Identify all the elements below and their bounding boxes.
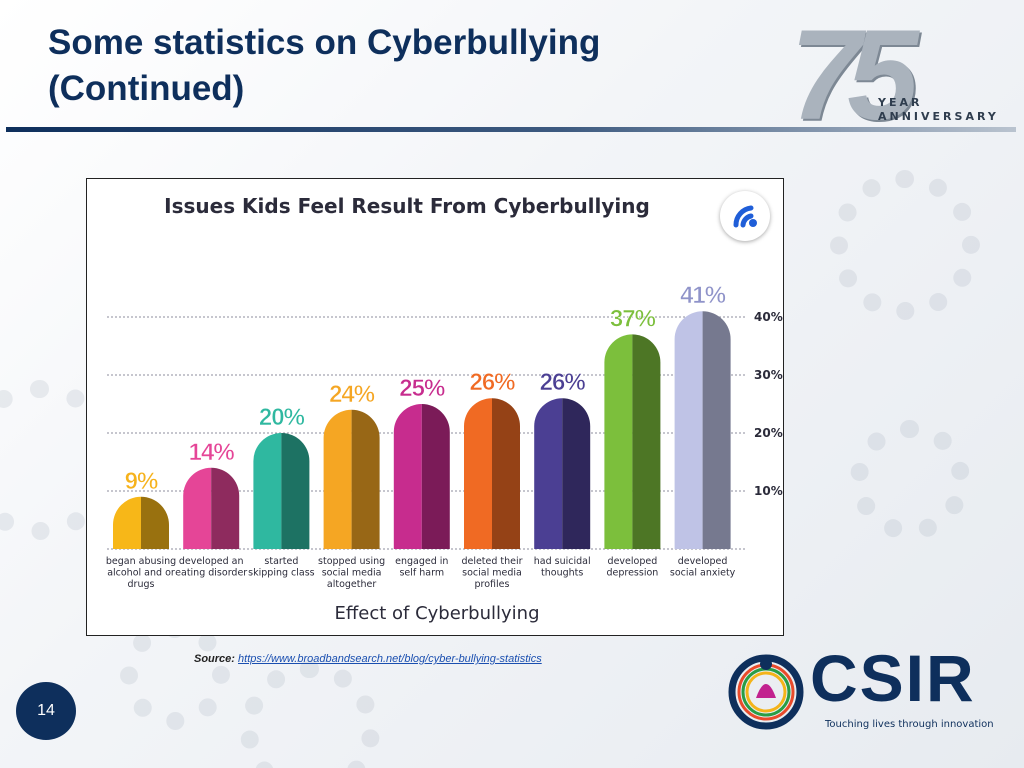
bar [464, 398, 492, 549]
csir-logo-icon [728, 654, 804, 730]
x-tick-label: drugs [128, 579, 155, 590]
csir-tagline: Touching lives through innovation [825, 719, 994, 730]
bar [534, 398, 563, 549]
y-tick-label: 10% [754, 484, 783, 498]
bar-shade [141, 496, 169, 549]
x-tick-label: profiles [475, 579, 510, 590]
bar-shade [632, 334, 661, 549]
source-link[interactable]: https://www.broadbandsearch.net/blog/cyb… [238, 653, 542, 665]
data-label: 37% [610, 305, 656, 332]
page-number-badge: 14 [16, 682, 76, 740]
background-gear [830, 170, 980, 320]
bar [183, 467, 212, 549]
slide-title-line1: Some statistics on Cyberbullying [48, 23, 601, 62]
y-tick-label: 20% [754, 426, 783, 440]
bar [113, 496, 141, 549]
x-tick-label: stopped using [318, 556, 385, 567]
wifi-icon [720, 191, 770, 241]
x-tick-label: self harm [399, 568, 444, 579]
bar-chart: Issues Kids Feel Result From Cyberbullyi… [106, 194, 783, 624]
x-tick-label: had suicidal [534, 556, 591, 567]
bar [674, 311, 703, 549]
x-tick-label: depression [606, 568, 658, 579]
data-label: 20% [259, 404, 305, 431]
x-tick-label: social media [462, 568, 522, 579]
x-tick-label: started [264, 556, 298, 567]
slide-title: Some statistics on Cyberbullying (Contin… [48, 20, 748, 112]
x-tick-label: developed [608, 556, 658, 567]
data-label: 24% [329, 381, 375, 408]
csir-wordmark: CSIR [810, 641, 976, 715]
x-tick-label: social anxiety [670, 568, 736, 579]
data-label: 9% [125, 468, 158, 495]
anniversary-word: ANNIVERSARY [878, 110, 999, 123]
bar [393, 404, 422, 549]
bar [323, 409, 352, 549]
x-tick-label: social media [322, 568, 382, 579]
source-label: Source: [194, 653, 235, 665]
anniversary-number: 75 [790, 4, 918, 147]
data-label: 26% [540, 369, 586, 396]
bar-shade [281, 433, 310, 549]
bar-shade [492, 398, 520, 549]
chart-title: Issues Kids Feel Result From Cyberbullyi… [164, 194, 650, 218]
y-tick-label: 40% [754, 310, 783, 324]
data-label: 25% [399, 375, 445, 402]
data-label: 41% [680, 282, 726, 309]
bar-shade [562, 398, 591, 549]
bar [253, 433, 282, 549]
data-label: 26% [469, 369, 515, 396]
bar [604, 334, 633, 549]
x-tick-label: altogether [327, 579, 376, 590]
bar-shade [211, 467, 240, 549]
x-tick-label: deleted their [461, 556, 522, 567]
x-tick-label: skipping class [248, 568, 314, 579]
source-citation: Source: https://www.broadbandsearch.net/… [194, 653, 542, 665]
x-axis-label: Effect of Cyberbullying [334, 603, 539, 624]
bar-shade [421, 404, 450, 549]
chart-frame: Issues Kids Feel Result From Cyberbullyi… [86, 178, 784, 636]
anniversary-year: YEAR [878, 96, 923, 109]
bar-shade [351, 409, 380, 549]
slide-title-line2: (Continued) [48, 69, 245, 108]
data-label: 14% [189, 439, 235, 466]
x-tick-label: eating disorder [175, 568, 247, 579]
background-gear [240, 660, 380, 768]
title-divider [6, 127, 1016, 132]
anniversary-text: YEAR ANNIVERSARY [878, 96, 999, 124]
bar-shade [702, 311, 731, 549]
x-tick-label: developed an [179, 556, 244, 567]
y-tick-label: 30% [754, 368, 783, 382]
anniversary-logo: 75 YEAR ANNIVERSARY [790, 6, 996, 154]
x-tick-label: alcohol and or [107, 568, 175, 579]
x-tick-label: developed [678, 556, 728, 567]
x-tick-label: engaged in [395, 556, 448, 567]
x-tick-label: began abusing [106, 556, 176, 567]
background-gear [850, 420, 970, 540]
x-tick-label: thoughts [541, 568, 583, 579]
